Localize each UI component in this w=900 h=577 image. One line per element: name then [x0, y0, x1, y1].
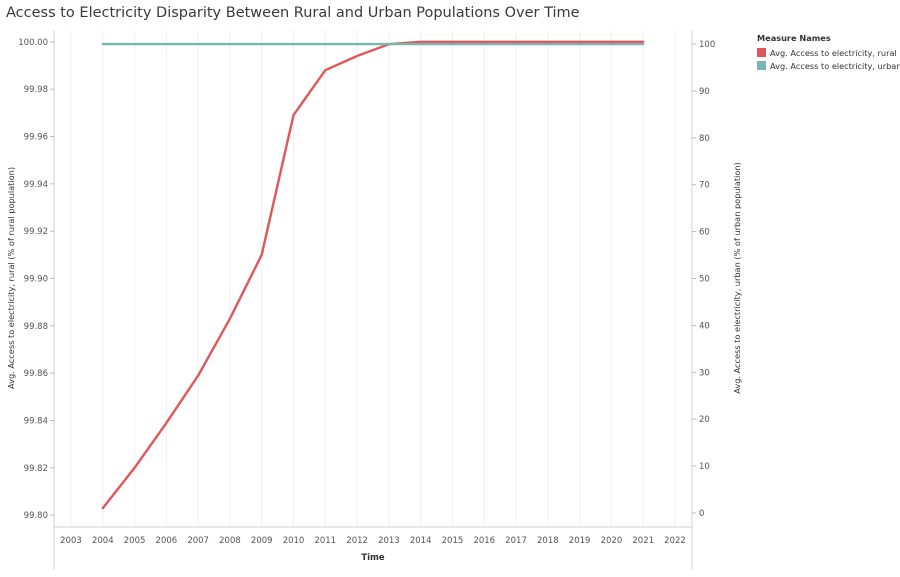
x-tick-label: 2016	[473, 536, 495, 546]
x-tick-label: 2011	[314, 536, 336, 546]
y-axis-right-label: Avg. Access to electricity, urban (% of …	[732, 162, 742, 394]
x-tick-label: 2017	[505, 536, 527, 546]
y-tick-right-label: 100	[699, 40, 715, 50]
x-tick-label: 2006	[156, 536, 178, 546]
x-tick-label: 2012	[346, 536, 368, 546]
legend-item-urban[interactable]: Avg. Access to electricity, urban	[757, 59, 900, 72]
x-tick-label: 2022	[664, 536, 686, 546]
y-axis-right-ticks: 0 10 20 30 40 50 60 70 80 90 100	[692, 40, 715, 519]
y-tick-right-label: 60	[699, 228, 710, 238]
legend-swatch-rural	[757, 48, 766, 57]
x-tick-label: 2007	[187, 536, 209, 546]
x-tick-label: 2010	[283, 536, 305, 546]
x-axis-label: Time	[361, 553, 385, 563]
chart-title: Access to Electricity Disparity Between …	[6, 5, 580, 21]
y-tick-right-label: 80	[699, 134, 710, 144]
legend-title: Measure Names	[757, 33, 831, 43]
y-tick-right-label: 30	[699, 368, 710, 378]
y-tick-left-label: 99.80	[24, 511, 48, 521]
y-tick-left-label: 99.88	[24, 322, 48, 332]
x-tick-label: 2020	[601, 536, 623, 546]
y-tick-left-label: 99.98	[24, 85, 48, 95]
legend-label-urban: Avg. Access to electricity, urban	[770, 60, 900, 71]
legend: Measure Names Avg. Access to electricity…	[757, 33, 900, 72]
y-tick-left-label: 99.94	[24, 180, 48, 190]
y-tick-right-label: 40	[699, 321, 710, 331]
x-tick-label: 2019	[569, 536, 591, 546]
y-tick-left-label: 99.96	[24, 133, 48, 143]
y-tick-right-label: 70	[699, 181, 710, 191]
y-tick-left-label: 99.84	[24, 417, 48, 427]
x-tick-label: 2013	[378, 536, 400, 546]
y-tick-right-label: 0	[699, 509, 704, 519]
x-axis-ticks: 2003 2004 2005 2006 2007 2008 2009 2010 2011 2012…	[60, 536, 686, 546]
legend-item-rural[interactable]: Avg. Access to electricity, rural	[757, 46, 900, 59]
x-tick-label: 2014	[410, 536, 432, 546]
x-tick-label: 2018	[537, 536, 559, 546]
x-tick-label: 2009	[251, 536, 273, 546]
y-tick-left-label: 99.90	[24, 275, 48, 285]
x-tick-label: 2005	[124, 536, 146, 546]
y-tick-left-label: 99.92	[24, 227, 48, 237]
series-lines	[101, 40, 645, 510]
y-tick-right-label: 90	[699, 87, 710, 97]
x-tick-label: 2008	[219, 536, 241, 546]
x-tick-label: 2015	[442, 536, 464, 546]
plot-frame	[53, 30, 693, 570]
legend-label-rural: Avg. Access to electricity, rural	[770, 47, 897, 58]
x-tick-label: 2003	[60, 536, 82, 546]
y-tick-right-label: 20	[699, 415, 710, 425]
y-tick-right-label: 50	[699, 275, 710, 285]
series-line-rural	[101, 40, 645, 510]
legend-swatch-urban	[757, 61, 766, 70]
y-axis-left-ticks: 99.80 99.82 99.84 99.86 99.88 99.90 99.92 99.94…	[18, 38, 54, 521]
x-tick-label: 2004	[92, 536, 114, 546]
y-tick-right-label: 10	[699, 462, 710, 472]
y-tick-left-label: 99.82	[24, 464, 48, 474]
grid-lines	[70, 30, 676, 527]
y-tick-left-label: 99.86	[24, 369, 48, 379]
x-tick-label: 2021	[632, 536, 654, 546]
y-tick-left-label: 100.00	[18, 38, 48, 48]
y-axis-left-label: Avg. Access to electricity, rural (% of …	[6, 167, 16, 389]
